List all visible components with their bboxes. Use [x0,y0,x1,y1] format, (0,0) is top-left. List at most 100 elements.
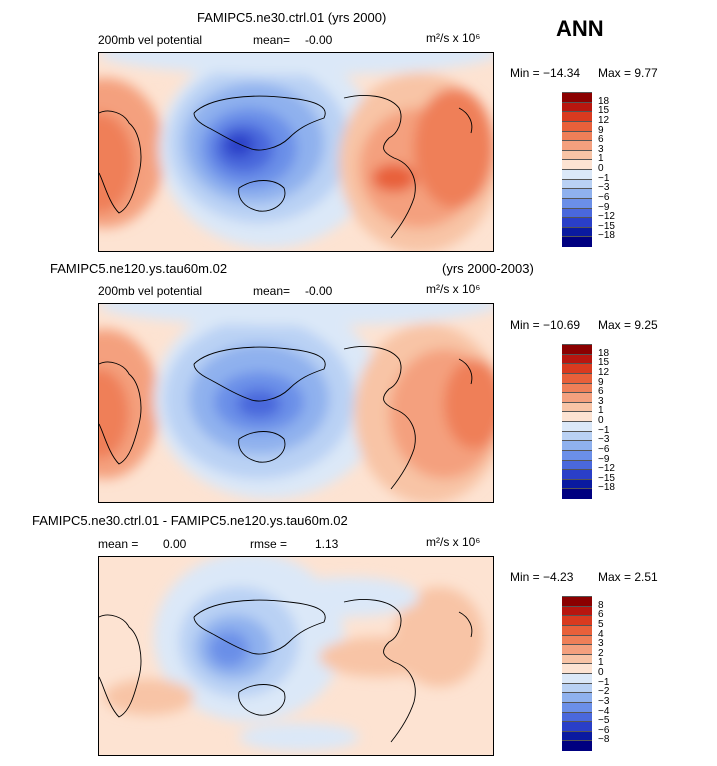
colorbar-swatch [562,178,592,189]
colorbar-level-label: 1 [598,405,604,417]
panel1-mean-value: -0.00 [305,33,333,47]
colorbar-swatch [562,411,592,422]
colorbar-swatch [562,673,592,684]
colorbar-level-label: 2 [598,647,604,659]
panel2-colorbar: 18 15 12 9 6 3 1 0 −1 −3 −6 −9 −12 −15 −18 [562,344,615,499]
colorbar-swatch [562,615,592,626]
colorbar-swatch [562,197,592,208]
colorbar-level-label: 3 [598,395,604,407]
colorbar-level-label: 8 [598,599,604,611]
colorbar-level-label: −3 [598,434,610,446]
panel3-colorbar: 8 6 5 4 3 2 1 0 −1 −2 −3 −4 −5 −6 −8 [562,596,609,751]
colorbar-swatch [562,207,592,218]
colorbar-swatch [562,120,592,131]
panel3-mean-value: 0.00 [163,537,187,551]
colorbar-swatch [562,372,592,383]
colorbar-swatch [562,92,592,103]
colorbar-swatch [562,401,592,412]
panel1-units: m²/s x 10⁶ [426,31,481,45]
colorbar-level-label: −1 [598,424,610,436]
panel3-map [98,556,494,756]
colorbar-level-label: −2 [598,686,610,698]
panel3-min: Min = −4.23 [510,570,574,584]
colorbar-swatch [562,382,592,393]
colorbar-swatch [562,101,592,112]
panel1-field-label: 200mb vel potential [98,33,203,47]
colorbar-level-label: 15 [598,105,610,117]
colorbar-level-label: −12 [598,211,615,223]
colorbar-level-label: 0 [598,667,604,678]
colorbar-level-label: 9 [598,124,604,136]
colorbar-swatch [562,236,592,247]
panel2-min: Min = −10.69 [510,318,581,332]
colorbar-level-label: −5 [598,715,610,727]
colorbar-level-label: 3 [598,143,604,155]
panel1-min: Min = −14.34 [510,66,581,80]
colorbar-swatch [562,469,592,480]
panel3-units: m²/s x 10⁶ [426,535,481,549]
colorbar-swatch [562,140,592,151]
colorbar-level-label: −18 [598,230,615,242]
colorbar-swatch [562,596,592,607]
panel2-title-left: FAMIPC5.ne120.ys.tau60m.02 [50,261,228,276]
colorbar-swatch [562,421,592,432]
colorbar-level-label: −9 [598,453,610,465]
colorbar-level-label: 9 [598,376,604,388]
colorbar-level-label: 1 [598,153,604,165]
colorbar-level-label: 3 [598,638,604,650]
panel3-mean-label: mean = [98,537,139,551]
panel1-mean-label: mean= [253,33,291,47]
colorbar-swatch [562,188,592,199]
panel2-mean-value: -0.00 [305,284,333,298]
colorbar-level-label: −1 [598,676,610,688]
colorbar-level-label: 4 [598,628,604,640]
colorbar-level-label: −1 [598,172,610,184]
colorbar-swatch [562,111,592,122]
colorbar-swatch [562,344,592,355]
colorbar-swatch [562,711,592,722]
colorbar-level-label: −12 [598,463,615,475]
colorbar-swatch [562,721,592,732]
panel1-map [98,52,494,252]
panel1-colorbar: 18 15 12 9 6 3 1 0 −1 −3 −6 −9 −12 −15 −18 [562,92,615,247]
colorbar-level-label: 0 [598,415,604,426]
colorbar-level-label: 5 [598,618,604,630]
colorbar-level-label: 12 [598,366,610,378]
panel1-max: Max = 9.77 [598,66,658,80]
panel3-title: FAMIPC5.ne30.ctrl.01 - FAMIPC5.ne120.ys.… [32,513,348,528]
colorbar-swatch [562,701,592,712]
colorbar-swatch [562,149,592,160]
colorbar-swatch [562,226,592,237]
colorbar-level-label: −15 [598,220,615,232]
colorbar-swatch [562,488,592,499]
panel3-rmse-value: 1.13 [315,537,339,551]
colorbar-level-label: −9 [598,201,610,213]
colorbar-level-label: −18 [598,482,615,494]
colorbar-level-label: 6 [598,609,604,621]
colorbar-swatch [562,634,592,645]
colorbar-level-label: 1 [598,657,604,669]
colorbar-level-label: 6 [598,386,604,398]
colorbar-level-label: −3 [598,695,610,707]
colorbar-swatch [562,130,592,141]
colorbar-level-label: 18 [598,347,610,359]
colorbar-swatch [562,478,592,489]
colorbar-level-label: 0 [598,163,604,174]
colorbar-level-label: −6 [598,724,610,736]
panel2-field-label: 200mb vel potential [98,284,203,298]
colorbar-level-label: 12 [598,114,610,126]
colorbar-swatch [562,392,592,403]
panel2-units: m²/s x 10⁶ [426,282,481,296]
colorbar-swatch [562,449,592,460]
colorbar-level-label: −15 [598,472,615,484]
colorbar-swatch [562,363,592,374]
colorbar-swatch [562,730,592,741]
panel2-map [98,303,494,503]
colorbar-level-label: −6 [598,191,610,203]
colorbar-swatch [562,692,592,703]
colorbar-swatch [562,624,592,635]
colorbar-level-label: 6 [598,134,604,146]
colorbar-swatch [562,644,592,655]
colorbar-swatch [562,159,592,170]
colorbar-swatch [562,459,592,470]
